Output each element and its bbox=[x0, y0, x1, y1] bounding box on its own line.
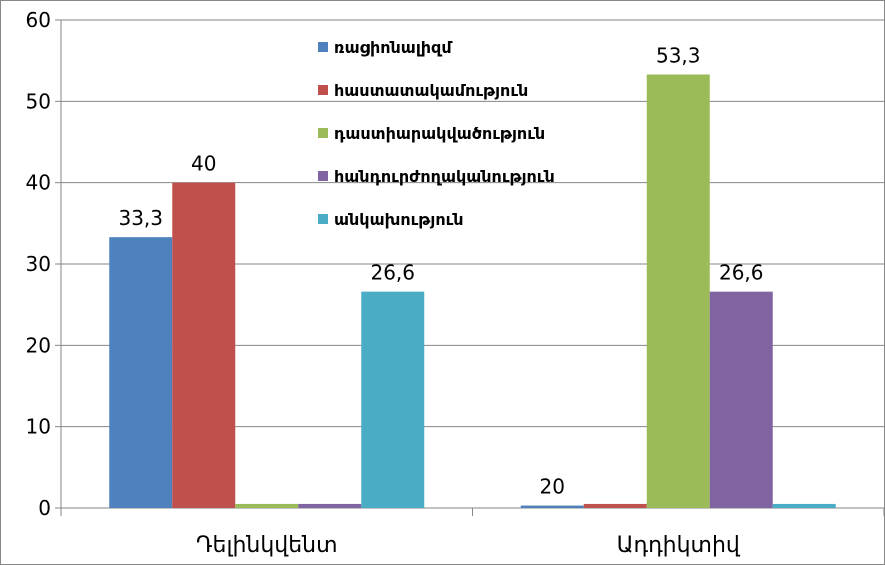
y-tick-label: 40 bbox=[26, 171, 51, 195]
bar bbox=[772, 503, 836, 508]
y-tick-label: 20 bbox=[26, 333, 51, 357]
data-labels: 33,3 40 26,6 20 53,3 26,6 bbox=[118, 43, 763, 498]
bars bbox=[109, 74, 836, 508]
y-tick-label: 50 bbox=[26, 89, 51, 113]
data-label: 40 bbox=[191, 152, 216, 176]
legend-entry: անկախություն bbox=[334, 210, 464, 229]
legend-swatch bbox=[318, 85, 328, 95]
data-label: 26,6 bbox=[719, 261, 764, 285]
x-category-label: Դելինկվենտ bbox=[196, 533, 338, 558]
legend-entry: հաստատակամություն bbox=[334, 81, 528, 100]
legend-swatch bbox=[318, 42, 328, 52]
bar bbox=[709, 291, 773, 508]
y-tick-label: 30 bbox=[26, 252, 51, 276]
bar bbox=[109, 237, 173, 508]
bar bbox=[172, 182, 236, 508]
legend-swatch bbox=[318, 214, 328, 224]
y-tick-label: 10 bbox=[26, 415, 51, 439]
legend: ռացիոնալիզմ հաստատակամություն դաստիարակված… bbox=[318, 38, 555, 229]
legend-swatch bbox=[318, 128, 328, 138]
data-label: 20 bbox=[540, 475, 565, 499]
bar bbox=[235, 503, 299, 508]
y-tick-label: 60 bbox=[26, 8, 51, 32]
y-tick-label: 0 bbox=[38, 496, 51, 520]
data-label: 26,6 bbox=[370, 261, 415, 285]
bar bbox=[520, 505, 584, 508]
bar bbox=[646, 74, 710, 508]
bar bbox=[583, 503, 647, 508]
x-category-label: Ադդիկտիվ bbox=[617, 533, 741, 558]
legend-entry: դաստիարակվածություն bbox=[334, 124, 545, 143]
legend-swatch bbox=[318, 171, 328, 181]
legend-entry: հանդուրժողականություն bbox=[334, 167, 555, 186]
legend-entry: ռացիոնալիզմ bbox=[334, 38, 453, 57]
data-label: 33,3 bbox=[118, 206, 163, 230]
bar bbox=[361, 291, 425, 508]
data-label: 53,3 bbox=[656, 43, 701, 67]
bar bbox=[298, 503, 362, 508]
